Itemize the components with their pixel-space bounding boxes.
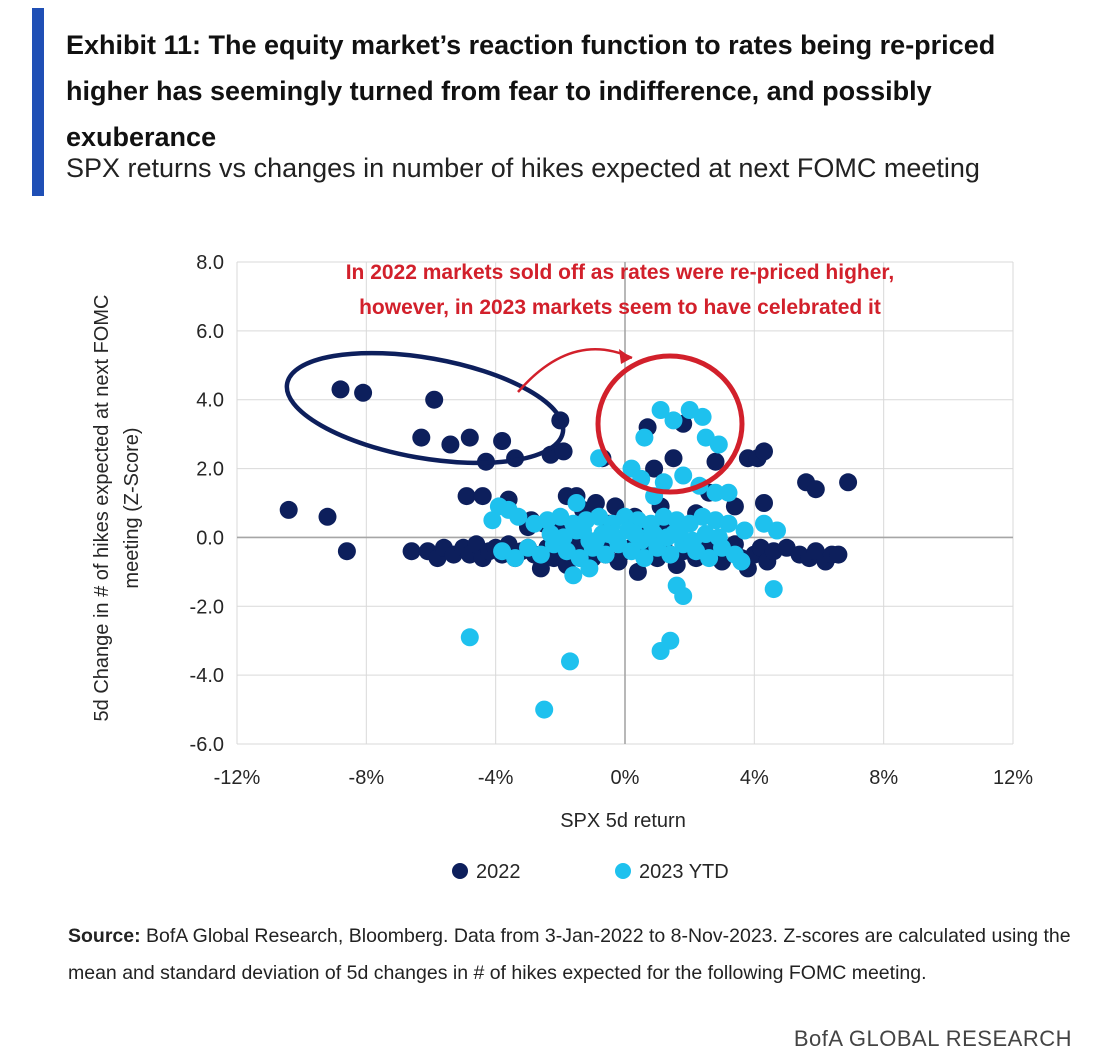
data-point-2023 xyxy=(625,525,644,543)
data-point-2023 xyxy=(693,407,712,426)
data-point-2023 xyxy=(700,549,719,568)
x-tick-label: -12% xyxy=(214,767,261,789)
annotation-line2: however, in 2023 markets seem to have ce… xyxy=(359,296,881,319)
data-point-2022 xyxy=(331,380,350,399)
data-point-2023 xyxy=(509,507,528,526)
data-point-2022 xyxy=(806,480,825,499)
highlight-ellipse-2022 xyxy=(284,350,566,466)
highlight-circle-2023 xyxy=(595,353,745,495)
data-point-2023 xyxy=(719,514,738,533)
data-point-2023 xyxy=(674,587,693,605)
data-point-2022 xyxy=(725,497,744,516)
data-point-2022 xyxy=(279,500,298,519)
data-point-2022 xyxy=(457,487,476,506)
scatter-chart: -12% -8% -4% 0% 4% 8% 12% -6.0 -4.0 -2.0 0.0 2.0 4.0… xyxy=(91,252,1034,883)
source-note: Source: BofA Global Research, Bloomberg.… xyxy=(68,918,1078,992)
legend-label-2022: 2022 xyxy=(476,861,521,883)
data-point-2023 xyxy=(635,428,654,447)
data-point-2022 xyxy=(473,487,492,506)
y-tick-label: 8.0 xyxy=(196,252,224,274)
data-point-2023 xyxy=(567,494,586,512)
data-point-2023 xyxy=(564,566,583,585)
legend-marker-2022 xyxy=(452,863,468,879)
y-tick-label: 0.0 xyxy=(196,527,224,549)
y-tick-label: 2.0 xyxy=(196,459,224,481)
source-text: BofA Global Research, Bloomberg. Data fr… xyxy=(68,925,1071,984)
data-point-2023 xyxy=(574,521,592,540)
y-tick-label: -6.0 xyxy=(190,734,224,756)
data-point-2022 xyxy=(337,542,356,561)
data-point-2023 xyxy=(735,521,754,540)
data-point-2023 xyxy=(664,525,683,543)
x-tick-label: 0% xyxy=(611,767,640,789)
annotation-line1: In 2022 markets sold off as rates were r… xyxy=(346,261,895,284)
data-point-2022 xyxy=(755,494,773,512)
data-point-2022 xyxy=(493,432,512,450)
data-point-2023 xyxy=(732,552,751,571)
data-point-2022 xyxy=(829,545,848,564)
data-point-2023 xyxy=(664,411,683,430)
y-tick-label: -2.0 xyxy=(190,596,224,618)
y-tick-label: 4.0 xyxy=(196,390,224,412)
data-point-2023 xyxy=(506,549,525,568)
y-axis-label-line1: 5d Change in # of hikes expected at next… xyxy=(91,295,113,722)
data-point-2023 xyxy=(709,528,728,547)
data-point-2023 xyxy=(531,545,550,564)
x-tick-label: -4% xyxy=(478,767,514,789)
exhibit-title: Exhibit 11: The equity market’s reaction… xyxy=(66,30,996,152)
y-tick-label: 6.0 xyxy=(196,321,224,343)
data-point-2023 xyxy=(764,580,783,599)
data-point-2023 xyxy=(651,401,670,419)
data-point-2023 xyxy=(483,511,502,530)
data-point-2023 xyxy=(596,545,615,564)
tick-labels: -12% -8% -4% 0% 4% 8% 12% -6.0 -4.0 -2.0 0.0 2.0 4.0… xyxy=(190,252,1034,789)
y-tick-label: -4.0 xyxy=(190,665,224,687)
x-tick-label: 8% xyxy=(869,767,898,789)
data-point-2023 xyxy=(719,483,738,502)
data-point-2022 xyxy=(554,442,573,461)
data-point-2023 xyxy=(654,473,673,492)
data-point-2022 xyxy=(318,507,337,526)
annotation-arrowhead xyxy=(619,349,632,364)
data-point-2022 xyxy=(412,428,431,447)
legend-marker-2023 xyxy=(615,863,631,879)
data-point-2023 xyxy=(674,466,693,485)
data-point-2023 xyxy=(635,549,654,568)
data-point-2022 xyxy=(755,442,773,461)
data-point-2023 xyxy=(535,700,554,719)
x-tick-label: 4% xyxy=(740,767,769,789)
data-point-2023 xyxy=(561,652,579,671)
data-point-2023 xyxy=(586,531,605,550)
data-point-2023 xyxy=(709,435,728,454)
data-point-2023 xyxy=(768,521,786,540)
data-point-2022 xyxy=(531,559,550,578)
data-point-2022 xyxy=(706,452,725,471)
x-axis-label: SPX 5d return xyxy=(560,810,686,832)
y-axis-label-line2: meeting (Z-Score) xyxy=(121,427,143,588)
data-point-2022 xyxy=(628,562,647,581)
annotation-arrow xyxy=(517,348,633,393)
data-point-2022 xyxy=(460,428,479,447)
data-point-2022 xyxy=(586,494,605,512)
axes xyxy=(237,262,1013,744)
data-point-2023 xyxy=(661,545,680,564)
x-tick-label: 12% xyxy=(993,767,1033,789)
data-point-2022 xyxy=(664,449,683,468)
exhibit-subtitle: SPX returns vs changes in number of hike… xyxy=(66,153,980,183)
brand-footer: BofA GLOBAL RESEARCH xyxy=(793,1026,1072,1051)
data-point-2023 xyxy=(706,483,725,502)
data-point-2023 xyxy=(460,628,479,647)
data-point-2022 xyxy=(839,473,858,492)
data-point-2023 xyxy=(580,559,599,578)
data-point-2022 xyxy=(441,435,460,454)
data-point-2023 xyxy=(661,631,680,650)
data-point-2022 xyxy=(402,542,421,561)
data-point-2022 xyxy=(645,459,664,478)
data-point-2022 xyxy=(354,383,373,402)
source-label: Source: xyxy=(68,925,141,947)
data-point-2022 xyxy=(425,390,444,409)
accent-bar xyxy=(32,8,44,196)
x-tick-label: -8% xyxy=(349,767,385,789)
legend-label-2023: 2023 YTD xyxy=(639,861,729,883)
